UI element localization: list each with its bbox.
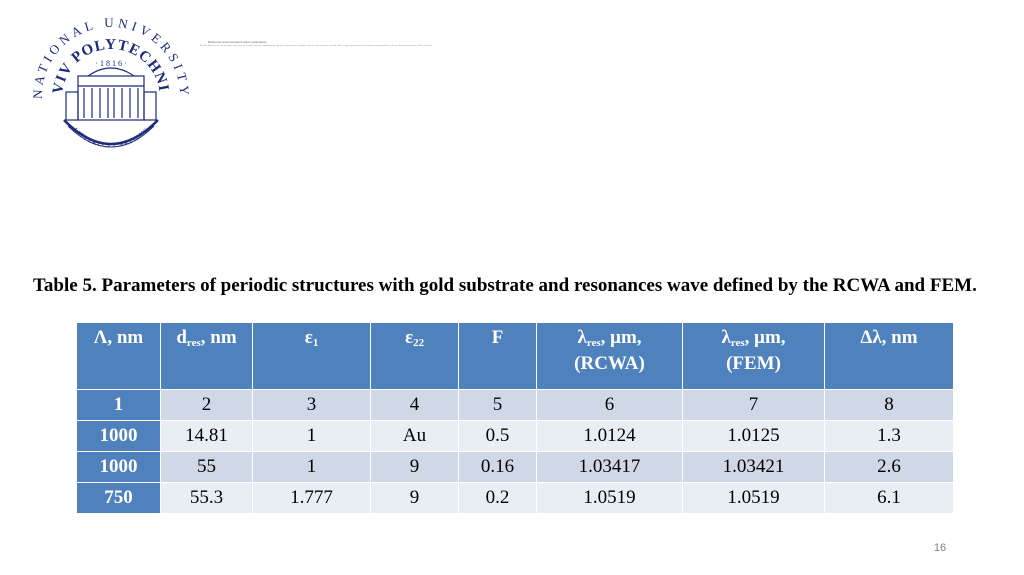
table-cell: 8 [824, 389, 954, 421]
header-period: Λ, nm [76, 322, 161, 390]
header-eps22: ε22 [370, 322, 459, 390]
table-cell: 1.03417 [536, 451, 683, 483]
table-cell: 3 [252, 389, 371, 421]
header-tiny-line2: Results obtained for the periodic struct… [200, 45, 432, 47]
table-header-row: Λ, nm dres, nm ε1 ε22 F λres, μm, (RCWA) … [76, 322, 954, 390]
table-cell: 1.777 [252, 482, 371, 514]
table-cell: 1.0519 [536, 482, 683, 514]
header-eps1: ε1 [252, 322, 371, 390]
table-caption: Table 5. Parameters of periodic structur… [33, 275, 977, 296]
table-cell: 1000 [76, 420, 161, 452]
table-cell: 1.0125 [682, 420, 825, 452]
table-cell: 750 [76, 482, 161, 514]
header-tiny-line1: Reference and resonance wave parameters [208, 40, 267, 44]
svg-text:LITTERIS ET ARTIBUS: LITTERIS ET ARTIBUS [72, 127, 151, 150]
table-cell: 0.16 [458, 451, 537, 483]
parameters-table: Λ, nm dres, nm ε1 ε22 F λres, μm, (RCWA) … [76, 322, 954, 514]
table-cell: 9 [370, 482, 459, 514]
header-d-res: dres, nm [160, 322, 253, 390]
table-cell: 0.5 [458, 420, 537, 452]
header-fill-factor: F [458, 322, 537, 390]
table-cell: 14.81 [160, 420, 253, 452]
table-cell: 55 [160, 451, 253, 483]
table-cell: 1 [252, 451, 371, 483]
logo-motto: LITTERIS ET ARTIBUS [72, 127, 150, 150]
table-cell: 1.0519 [682, 482, 825, 514]
table-row: 1 2 3 4 5 6 7 8 [76, 389, 954, 421]
table-cell: 1000 [76, 451, 161, 483]
table-cell: 7 [682, 389, 825, 421]
table-cell: 55.3 [160, 482, 253, 514]
table-cell: 5 [458, 389, 537, 421]
building-icon [65, 67, 157, 121]
page-number: 16 [933, 542, 947, 554]
university-logo: NATIONAL UNIVERSITY LVIV POLYTECHNIC · 1… [22, 8, 198, 168]
table-cell: 9 [370, 451, 459, 483]
header-tiny-text: Reference and resonance wave parameters … [200, 40, 710, 49]
table-cell: 4 [370, 389, 459, 421]
table-row: 1000 14.81 1 Au 0.5 1.0124 1.0125 1.3 [76, 420, 954, 452]
header-delta-lambda: Δλ, nm [824, 322, 954, 390]
table-cell: Au [370, 420, 459, 452]
table-cell: 1.03421 [682, 451, 825, 483]
header-lambda-rcwa: λres, μm, (RCWA) [536, 322, 683, 390]
table-cell: 2 [160, 389, 253, 421]
logo-year: · 1 8 1 6 · [95, 59, 126, 68]
table-cell: 6.1 [824, 482, 954, 514]
table-cell: 1 [76, 389, 161, 421]
table-cell: 2.6 [824, 451, 954, 483]
table-row: 1000 55 1 9 0.16 1.03417 1.03421 2.6 [76, 451, 954, 483]
table-cell: 6 [536, 389, 683, 421]
header-lambda-fem: λres, μm, (FEM) [682, 322, 825, 390]
table-cell: 1 [252, 420, 371, 452]
table-row: 750 55.3 1.777 9 0.2 1.0519 1.0519 6.1 [76, 482, 954, 514]
table-cell: 1.0124 [536, 420, 683, 452]
table-cell: 0.2 [458, 482, 537, 514]
table-cell: 1.3 [824, 420, 954, 452]
